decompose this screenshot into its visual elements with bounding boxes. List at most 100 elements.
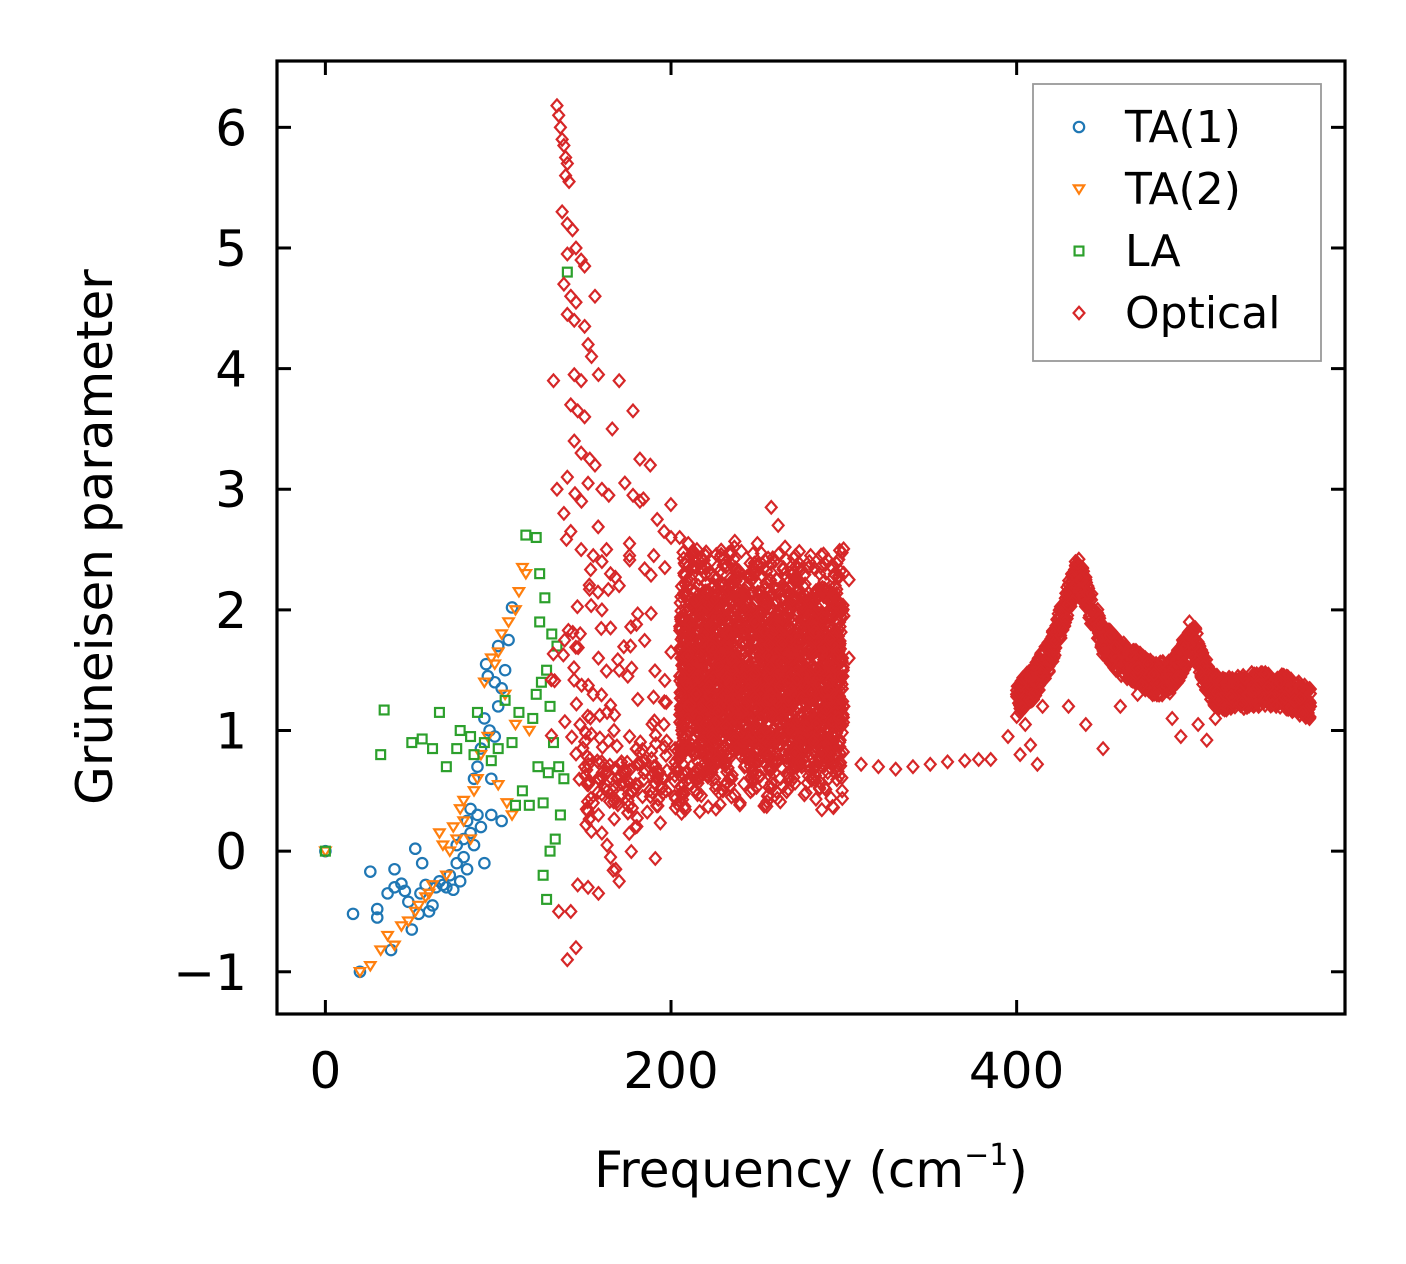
legend-marker-ta-1 — [1072, 120, 1086, 134]
data-point-optical — [715, 550, 730, 567]
data-point-ta-1 — [471, 808, 484, 822]
series-la — [319, 266, 573, 905]
data-point-optical — [747, 769, 761, 785]
data-point-optical — [756, 632, 770, 649]
data-point-optical — [707, 770, 722, 787]
data-point-optical — [755, 606, 769, 623]
data-point-optical — [1084, 586, 1099, 602]
data-point-optical — [701, 798, 716, 815]
data-point-optical — [906, 758, 920, 775]
data-point-optical — [610, 651, 625, 668]
data-point-optical — [621, 786, 636, 803]
data-point-ta-2 — [515, 562, 530, 575]
data-point-optical — [1144, 670, 1159, 686]
data-point-optical — [1113, 698, 1128, 715]
series-optical — [544, 97, 1318, 968]
data-point-optical — [737, 685, 752, 702]
data-point-optical — [1191, 716, 1206, 733]
y-tick-label: 1 — [215, 703, 247, 761]
data-point-optical — [1269, 698, 1284, 715]
data-point-optical — [1220, 675, 1235, 692]
legend: TA(1) TA(2) LA Optical — [1032, 83, 1322, 362]
data-point-optical — [637, 632, 652, 649]
data-point-optical — [825, 727, 840, 744]
data-point-la — [544, 700, 556, 712]
data-point-optical — [1237, 669, 1252, 686]
data-point-optical — [594, 825, 609, 841]
data-point-optical — [574, 541, 589, 558]
data-point-optical — [817, 779, 832, 796]
data-point-optical — [836, 540, 851, 557]
legend-box — [1032, 83, 1322, 362]
data-point-optical — [738, 601, 753, 618]
data-point-optical — [602, 793, 617, 810]
data-point-ta-2 — [456, 816, 471, 828]
data-point-optical — [832, 768, 847, 784]
data-point-optical — [567, 433, 582, 449]
data-point-optical — [791, 559, 806, 576]
data-point-optical — [630, 755, 645, 772]
data-point-optical — [888, 761, 903, 778]
data-point-optical — [783, 618, 797, 635]
data-point-optical — [557, 713, 572, 730]
data-point-optical — [791, 730, 806, 747]
data-point-optical — [612, 873, 627, 890]
data-point-optical — [794, 598, 809, 615]
legend-label: TA(1) — [1124, 102, 1241, 153]
data-point-optical — [1015, 700, 1030, 717]
data-point-optical — [1192, 643, 1207, 660]
data-point-ta-2 — [408, 906, 423, 919]
legend-entry: Optical — [1072, 288, 1280, 339]
data-point-optical — [678, 556, 693, 573]
data-point-optical — [817, 757, 832, 774]
data-point-optical — [780, 649, 795, 666]
data-point-optical — [808, 561, 823, 577]
data-point-optical — [568, 485, 582, 502]
data-point-ta-1 — [495, 814, 508, 828]
data-point-optical — [555, 131, 570, 148]
data-point-optical — [606, 862, 621, 879]
data-point-optical — [577, 258, 592, 274]
data-point-optical — [584, 348, 599, 365]
data-point-optical — [646, 758, 661, 775]
data-point-ta-1 — [474, 820, 488, 834]
data-point-optical — [774, 635, 789, 652]
x-tick-label: 200 — [623, 1042, 718, 1100]
data-point-ta-1 — [491, 700, 505, 713]
data-point-ta-1 — [398, 884, 412, 898]
data-point-optical — [832, 738, 847, 755]
data-point-optical — [1106, 639, 1120, 656]
data-point-optical — [1060, 610, 1074, 627]
data-point-ta-2 — [511, 587, 527, 599]
data-point-la — [375, 749, 387, 761]
axis-ticks: 0 200 400 −1 0 1 2 3 4 5 6 — [173, 61, 1345, 1100]
data-point-optical — [678, 801, 693, 818]
data-point-optical — [1211, 671, 1226, 688]
data-point-optical — [626, 487, 640, 504]
data-point-optical — [756, 612, 771, 629]
data-point-optical — [703, 673, 718, 689]
data-point-optical — [570, 402, 585, 419]
data-point-optical — [649, 797, 664, 814]
data-point-optical — [1199, 732, 1214, 749]
data-point-optical — [784, 644, 799, 661]
data-point-optical — [591, 518, 606, 535]
data-point-optical — [803, 547, 818, 564]
data-point-optical — [940, 753, 955, 770]
data-point-optical — [556, 505, 571, 522]
y-tick-label: 3 — [215, 461, 247, 519]
data-point-optical — [1233, 682, 1247, 699]
data-point-optical — [567, 312, 582, 329]
data-point-optical — [610, 738, 624, 754]
data-point-optical — [1214, 693, 1229, 710]
data-point-optical — [699, 715, 713, 732]
data-point-optical — [1273, 673, 1288, 690]
data-point-optical — [682, 696, 697, 713]
data-point-optical — [646, 689, 661, 705]
data-point-optical — [556, 276, 571, 293]
data-point-optical — [635, 753, 650, 770]
data-point-optical — [702, 637, 717, 654]
data-point-optical — [695, 681, 710, 698]
data-point-optical — [1075, 560, 1090, 577]
